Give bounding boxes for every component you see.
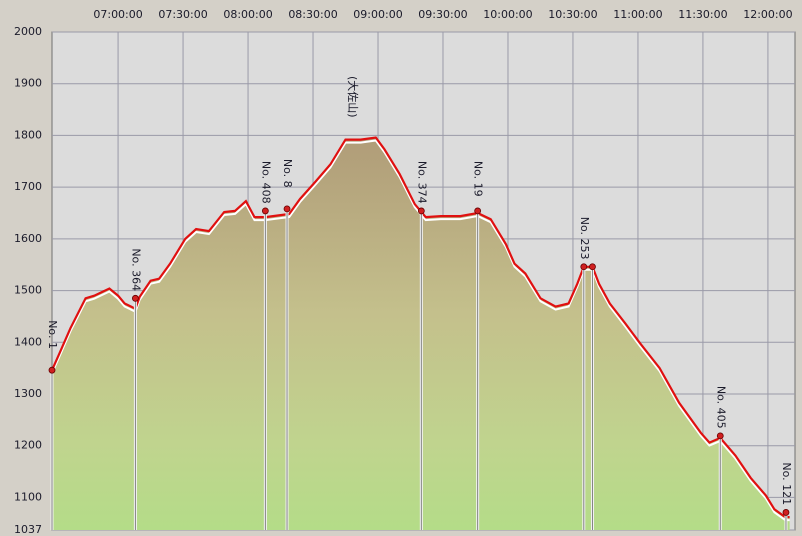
y-tick-label: 1100 (14, 490, 42, 503)
x-tick-label: 07:30:00 (158, 8, 207, 21)
y-tick-label: 1900 (14, 77, 42, 90)
x-tick-label: 07:00:00 (93, 8, 142, 21)
y-tick-label: 1600 (14, 232, 42, 245)
y-tick-label: 1200 (14, 439, 42, 452)
x-tick-label: 10:30:00 (548, 8, 597, 21)
waypoint-label: No. 405 (714, 386, 727, 429)
waypoint-label: No. 121 (780, 462, 793, 505)
x-tick-label: 10:00:00 (483, 8, 532, 21)
waypoint-marker (580, 263, 588, 271)
waypoint-marker (261, 207, 269, 215)
y-tick-label: 1300 (14, 387, 42, 400)
y-tick-label: 1037 (14, 523, 42, 536)
elevation-line (50, 136, 790, 519)
y-tick-label: 1700 (14, 180, 42, 193)
waypoint-label: (大佐山) (346, 76, 360, 118)
x-tick-label: 12:00:00 (743, 8, 792, 21)
y-tick-label: 1500 (14, 284, 42, 297)
line-shadow (51, 139, 790, 522)
waypoint-marker (716, 432, 724, 440)
y-tick-label: 1800 (14, 128, 42, 141)
waypoint-marker (474, 207, 482, 215)
x-tick-label: 11:30:00 (678, 8, 727, 21)
x-tick-label: 08:30:00 (288, 8, 337, 21)
waypoint-marker (589, 263, 596, 271)
y-tick-label: 2000 (14, 25, 42, 38)
waypoint-label: No. 1 (46, 320, 59, 349)
waypoint-marker (283, 205, 291, 213)
waypoint-label: No. 408 (259, 161, 272, 204)
waypoint-label: No. 374 (415, 161, 428, 204)
x-tick-label: 08:00:00 (223, 8, 272, 21)
y-tick-label: 1400 (14, 335, 42, 348)
waypoint-label: No. 19 (472, 161, 485, 197)
x-tick-label: 09:00:00 (353, 8, 402, 21)
waypoint-marker (131, 294, 139, 302)
waypoint-label: No. 8 (281, 159, 294, 188)
waypoint-marker (48, 366, 56, 374)
waypoint-marker (417, 207, 425, 215)
waypoint-label: No. 253 (578, 217, 591, 260)
waypoint-label: No. 364 (129, 248, 142, 291)
x-tick-label: 09:30:00 (418, 8, 467, 21)
waypoint-marker (782, 509, 790, 516)
x-tick-label: 11:00:00 (613, 8, 662, 21)
